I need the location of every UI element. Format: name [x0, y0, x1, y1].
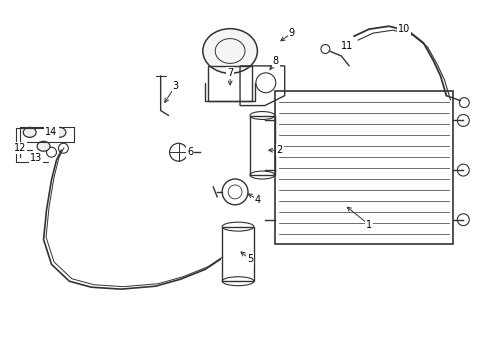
- Text: 2: 2: [276, 145, 283, 155]
- Text: 12: 12: [14, 143, 26, 153]
- Text: 6: 6: [187, 147, 194, 157]
- Bar: [275, 91, 453, 244]
- Bar: [208, 66, 252, 100]
- Text: 7: 7: [227, 68, 233, 78]
- Text: 11: 11: [341, 41, 353, 51]
- Text: 10: 10: [398, 24, 410, 34]
- Text: 5: 5: [247, 255, 253, 264]
- Text: 9: 9: [289, 28, 294, 38]
- Bar: [222, 227, 254, 281]
- Ellipse shape: [37, 141, 50, 151]
- Ellipse shape: [23, 127, 36, 137]
- Ellipse shape: [53, 127, 66, 137]
- Ellipse shape: [203, 29, 257, 73]
- Text: 4: 4: [255, 195, 261, 205]
- Text: 1: 1: [366, 220, 372, 230]
- Text: 13: 13: [29, 153, 42, 163]
- Text: 3: 3: [172, 81, 178, 91]
- Text: 8: 8: [273, 56, 279, 66]
- Bar: [250, 116, 275, 175]
- Text: 14: 14: [46, 127, 58, 138]
